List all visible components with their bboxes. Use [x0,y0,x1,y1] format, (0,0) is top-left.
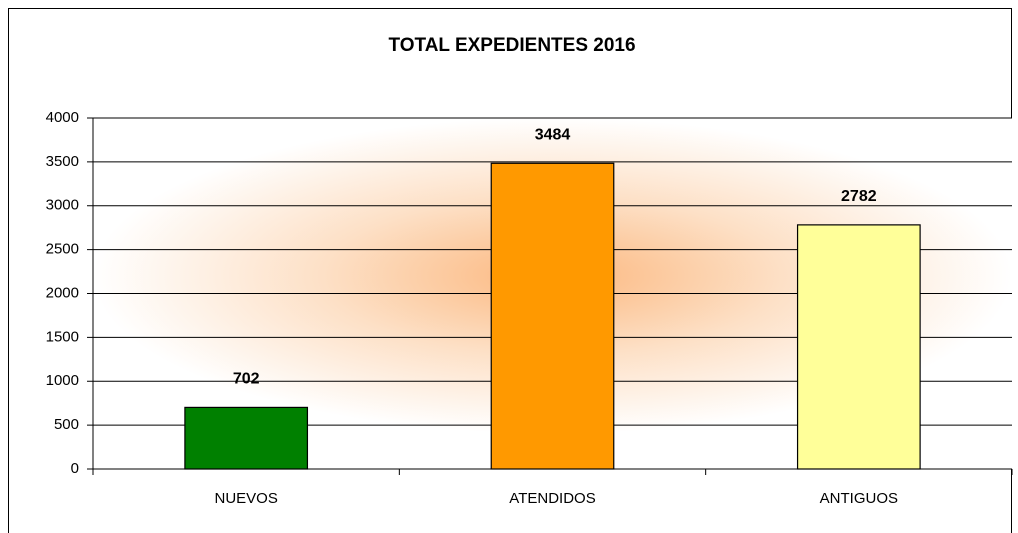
y-tick-label: 4000 [46,109,79,126]
y-tick-label: 500 [54,416,79,433]
y-tick-label: 3000 [46,197,79,214]
chart-title: TOTAL EXPEDIENTES 2016 [388,35,635,56]
y-tick-label: 0 [71,460,79,477]
y-tick-label: 1500 [46,328,79,345]
x-tick-label: NUEVOS [214,490,277,507]
y-tick-label: 3500 [46,153,79,170]
x-tick-label: ATENDIDOS [509,490,595,507]
bar [490,162,615,470]
y-tick-label: 2000 [46,284,79,301]
bar [796,224,921,470]
bar [184,406,309,470]
value-label: 3484 [535,126,571,143]
x-tick-label: ANTIGUOS [820,490,898,507]
y-tick-label: 1000 [46,372,79,389]
value-label: 2782 [841,188,877,205]
value-label: 702 [233,371,260,388]
y-tick-label: 2500 [46,241,79,258]
